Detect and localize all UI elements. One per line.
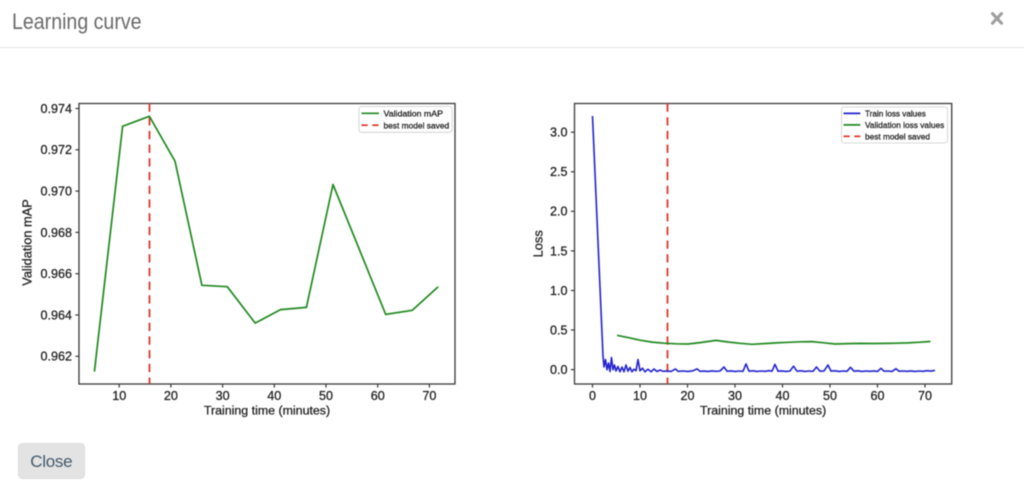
svg-text:Training time (minutes): Training time (minutes)	[700, 404, 826, 418]
svg-text:0.968: 0.968	[40, 226, 72, 240]
svg-text:2.5: 2.5	[550, 165, 568, 179]
svg-text:0.5: 0.5	[550, 323, 568, 337]
svg-text:0: 0	[589, 389, 596, 403]
svg-text:0.964: 0.964	[40, 308, 72, 322]
svg-text:Validation loss values: Validation loss values	[865, 120, 944, 130]
svg-text:0.0: 0.0	[550, 363, 568, 377]
svg-text:50: 50	[823, 389, 837, 403]
svg-text:50: 50	[319, 389, 333, 403]
svg-text:40: 40	[775, 389, 789, 403]
svg-text:Training time (minutes): Training time (minutes)	[204, 404, 330, 418]
svg-text:Loss: Loss	[531, 230, 546, 257]
svg-text:10: 10	[633, 389, 647, 403]
svg-text:1.5: 1.5	[550, 244, 568, 258]
svg-text:20: 20	[164, 389, 178, 403]
svg-text:60: 60	[371, 389, 385, 403]
svg-text:70: 70	[422, 389, 436, 403]
svg-text:Validation mAP: Validation mAP	[384, 108, 444, 118]
svg-text:10: 10	[112, 389, 126, 403]
svg-text:Train loss values: Train loss values	[865, 109, 926, 119]
svg-text:40: 40	[267, 389, 281, 403]
svg-text:20: 20	[680, 389, 694, 403]
svg-text:0.966: 0.966	[40, 267, 72, 281]
svg-text:0.970: 0.970	[40, 185, 72, 199]
svg-text:60: 60	[870, 389, 884, 403]
svg-text:0.962: 0.962	[40, 350, 72, 364]
svg-text:3.0: 3.0	[550, 126, 568, 140]
svg-text:Validation mAP: Validation mAP	[20, 199, 35, 286]
svg-text:best model saved: best model saved	[865, 131, 930, 141]
svg-text:2.0: 2.0	[550, 205, 568, 219]
svg-text:30: 30	[216, 389, 230, 403]
svg-text:best model saved: best model saved	[384, 120, 450, 130]
svg-text:0.974: 0.974	[40, 102, 72, 116]
svg-text:0.972: 0.972	[40, 143, 72, 157]
svg-text:70: 70	[918, 389, 932, 403]
svg-text:1.0: 1.0	[550, 284, 568, 298]
svg-text:30: 30	[728, 389, 742, 403]
